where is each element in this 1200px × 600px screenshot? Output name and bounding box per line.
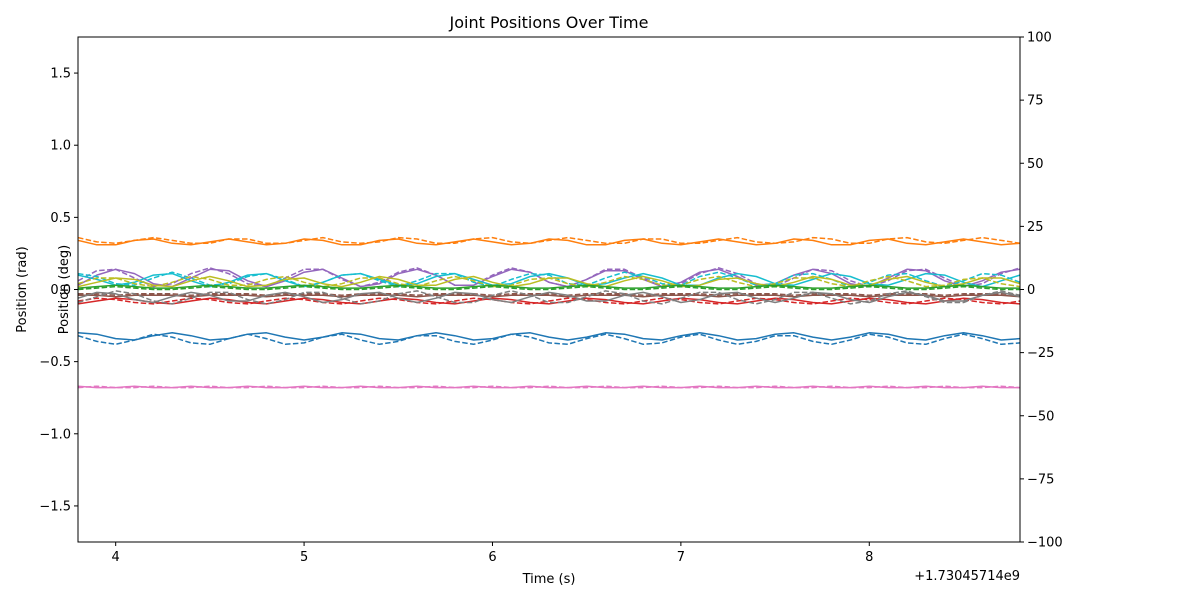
x-axis-label: Time (s) <box>522 572 576 587</box>
series-line-18 <box>78 333 1020 346</box>
y2-tick-label: 50 <box>1027 157 1044 172</box>
x-tick-label: 4 <box>112 550 120 565</box>
series-line-6 <box>78 271 1020 288</box>
series-line-15 <box>78 291 1020 304</box>
y-tick-label: 0.0 <box>50 283 71 298</box>
y-axis-label: Position (rad) <box>15 246 30 332</box>
series-line-2 <box>78 236 1020 245</box>
y-tick-label: 0.5 <box>50 211 71 226</box>
y-tick-label: −1.0 <box>39 427 71 442</box>
y-tick-label: 1.0 <box>50 139 71 154</box>
series-line-10 <box>78 285 1020 291</box>
y2-tick-label: −50 <box>1027 409 1054 424</box>
chart-title: Joint Positions Over Time <box>449 13 649 32</box>
x-tick-label: 8 <box>865 550 873 565</box>
x-offset-label: +1.73045714e9 <box>914 569 1020 584</box>
x-axis-ticks: 4 5 6 7 8 <box>112 542 873 565</box>
y2-tick-label: −25 <box>1027 346 1054 361</box>
x-tick-label: 5 <box>300 550 308 565</box>
series-line-8 <box>78 275 1020 288</box>
series-layer <box>78 236 1020 389</box>
series-line-1 <box>78 238 1020 246</box>
y-tick-label: −1.5 <box>39 499 71 514</box>
y-tick-label: −0.5 <box>39 355 71 370</box>
y-axis-ticks: −1.5 −1.0 −0.5 0.0 0.5 1.0 1.5 <box>39 67 78 514</box>
series-line-20 <box>78 385 1020 389</box>
y2-tick-label: 100 <box>1027 31 1052 46</box>
y2-tick-label: −75 <box>1027 472 1054 487</box>
y2-tick-label: 25 <box>1027 220 1044 235</box>
y2-tick-label: 0 <box>1027 283 1035 298</box>
series-line-9 <box>78 284 1020 289</box>
x-tick-label: 6 <box>488 550 496 565</box>
series-line-14 <box>78 297 1020 305</box>
series-line-12 <box>78 293 1020 297</box>
y2-tick-label: 75 <box>1027 94 1044 109</box>
series-line-16 <box>78 290 1020 305</box>
y2-axis-label: Position (deg) <box>57 245 72 334</box>
x-tick-label: 7 <box>677 550 685 565</box>
y2-tick-label: −100 <box>1027 536 1063 551</box>
y2-axis-ticks: −100 −75 −50 −25 0 25 50 75 100 <box>1020 31 1063 551</box>
series-line-19 <box>78 385 1020 389</box>
y-tick-label: 1.5 <box>50 67 71 82</box>
series-line-5 <box>78 272 1020 288</box>
